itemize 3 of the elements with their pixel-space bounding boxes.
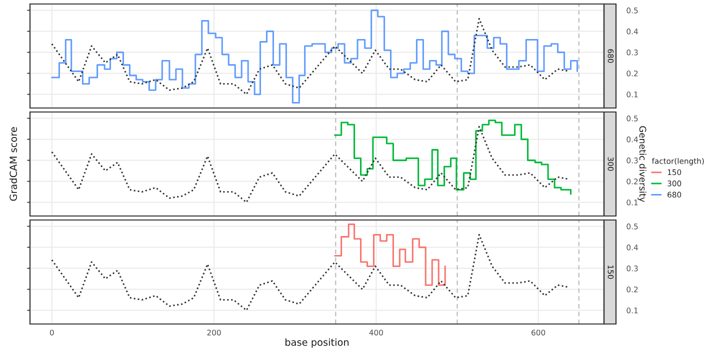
y-axis-title: GradCAM score bbox=[9, 127, 18, 201]
y2-axis-title: Genetic diversity bbox=[638, 126, 646, 202]
x-axis-title: base position bbox=[285, 338, 349, 348]
